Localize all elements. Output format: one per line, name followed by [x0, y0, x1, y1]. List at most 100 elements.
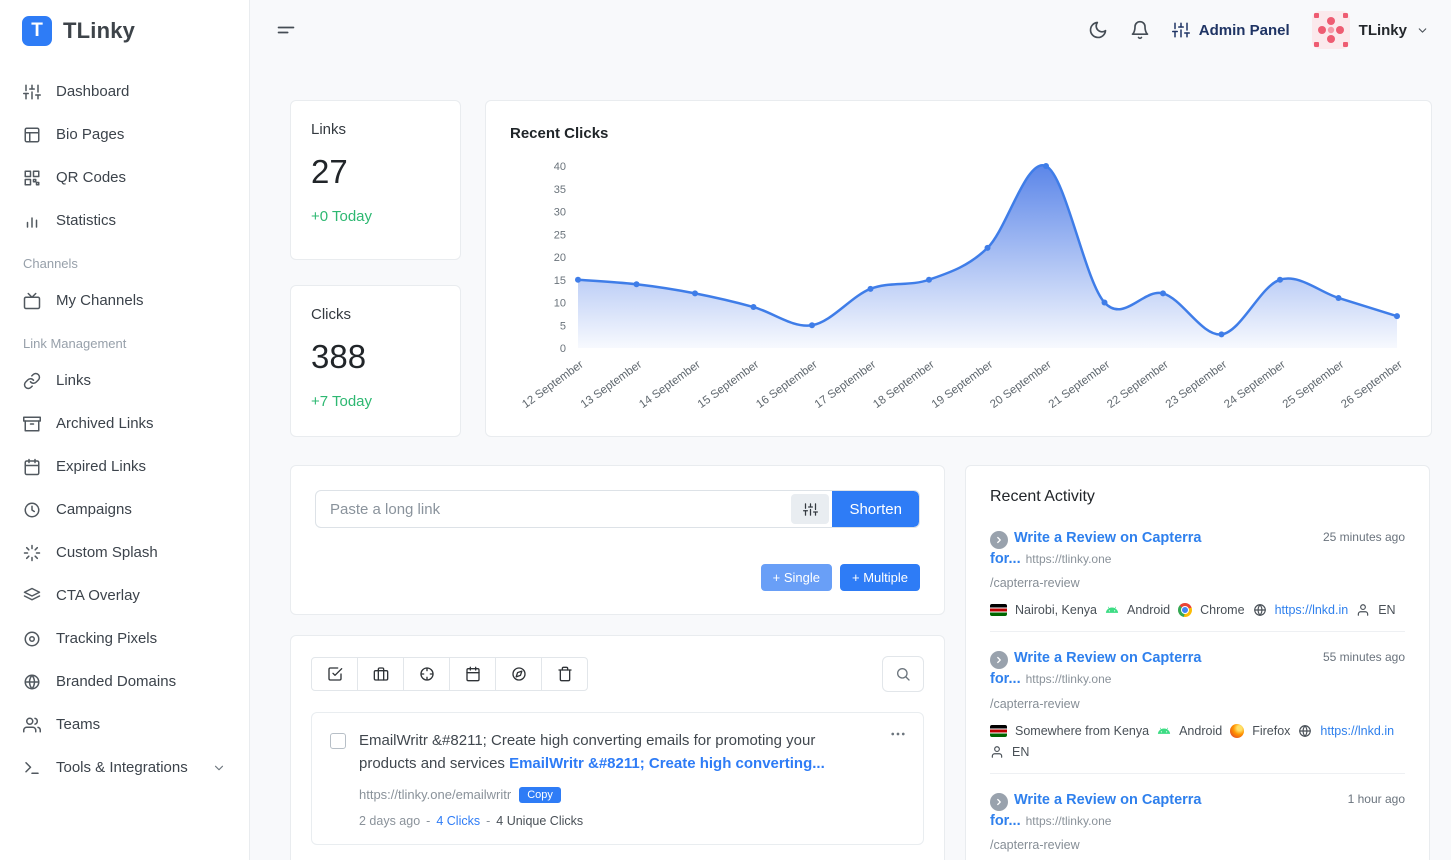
activity-item: Write a Review on Capterra for... https:/… [990, 512, 1405, 633]
sidebar-item-my-channels[interactable]: My Channels [0, 279, 249, 322]
sidebar-item-custom-splash[interactable]: Custom Splash [0, 531, 249, 574]
qr-code-icon [23, 169, 41, 187]
shorten-input-group: Shorten [315, 490, 920, 528]
long-link-input[interactable] [316, 491, 789, 527]
activity-link-title[interactable]: Write a Review on Capterra for... [990, 650, 1202, 688]
link-title-link[interactable]: EmailWritr &#8211; Create high convertin… [509, 755, 825, 773]
sidebar-item-cta-overlay[interactable]: CTA Overlay [0, 574, 249, 617]
unique-clicks: 4 Unique Clicks [496, 813, 584, 828]
links-stat-value: 27 [311, 153, 348, 190]
compass-icon [511, 666, 527, 682]
sidebar-item-archived-links[interactable]: Archived Links [0, 402, 249, 445]
sidebar-item-dashboard[interactable]: Dashboard [0, 70, 249, 113]
more-options-button[interactable] [889, 725, 907, 743]
search-icon [895, 666, 911, 682]
bar-chart-icon [23, 212, 41, 230]
logo[interactable]: T TLinky [0, 0, 249, 62]
expiration-button[interactable] [449, 657, 496, 691]
sidebar-item-label: QR Codes [56, 169, 127, 186]
meta-separator: - [486, 813, 491, 828]
svg-text:5: 5 [560, 320, 566, 332]
add-multiple-button[interactable]: + Multiple [840, 564, 920, 591]
dark-mode-button[interactable] [1088, 20, 1108, 40]
link-age: 2 days ago [359, 813, 421, 828]
svg-text:25 September: 25 September [1281, 359, 1347, 411]
firefox-icon [1230, 723, 1245, 738]
bell-icon [1130, 20, 1150, 40]
links-stat-delta: +0 Today [311, 208, 373, 225]
ellipsis-icon [889, 725, 907, 743]
activity-language: EN [1378, 603, 1396, 618]
activity-time: 55 minutes ago [1322, 650, 1405, 665]
sidebar-item-label: CTA Overlay [56, 587, 140, 604]
clock-icon [23, 501, 41, 519]
meta-separator: - [426, 813, 431, 828]
notifications-button[interactable] [1130, 20, 1150, 40]
activity-meta: Somewhere from Kenya Android Firefox htt… [990, 723, 1405, 759]
link-options-button[interactable] [791, 494, 830, 524]
user-menu[interactable]: TLinky [1311, 11, 1429, 49]
activity-link-title[interactable]: Write a Review on Capterra for... [990, 530, 1202, 567]
sidebar-item-bio-pages[interactable]: Bio Pages [0, 113, 249, 156]
admin-panel-link[interactable]: Admin Panel [1171, 21, 1290, 39]
link-list-item: EmailWritr &#8211; Create high convertin… [311, 712, 924, 845]
chrome-icon [1178, 603, 1193, 618]
clicks-stat-title: Clicks [311, 306, 351, 323]
target-button[interactable] [403, 657, 450, 691]
globe-icon [1298, 724, 1312, 738]
clicks-link[interactable]: 4 Clicks [436, 813, 481, 828]
archive-button[interactable] [357, 657, 404, 691]
svg-text:24 September: 24 September [1222, 359, 1288, 411]
chevron-down-icon [1416, 24, 1429, 37]
activity-head: Write a Review on Capterra for... https:/… [990, 790, 1405, 831]
copy-button[interactable]: Copy [519, 786, 561, 803]
sidebar-item-statistics[interactable]: Statistics [0, 199, 249, 242]
sidebar-item-label: Links [56, 372, 92, 389]
link-title: EmailWritr &#8211; Create high convertin… [359, 729, 905, 776]
svg-text:21 September: 21 September [1047, 359, 1113, 411]
sidebar-item-label: Archived Links [56, 415, 154, 432]
activity-referrer-link[interactable]: https://lnkd.in [1274, 603, 1349, 618]
recent-clicks-card: Recent Clicks 0 5 10 15 20 25 30 35 40 12 Septemb… [485, 100, 1432, 437]
search-button[interactable] [882, 656, 924, 692]
svg-text:20 September: 20 September [988, 359, 1054, 411]
sidebar-toggle-button[interactable] [276, 20, 296, 40]
activity-referrer-link[interactable]: https://lnkd.in [1320, 723, 1395, 738]
sidebar-item-label: Statistics [56, 212, 117, 229]
sidebar-item-tools-integrations[interactable]: Tools & Integrations [0, 746, 249, 789]
calendar-icon [465, 666, 481, 682]
sidebar-item-links[interactable]: Links [0, 359, 249, 402]
activity-path: /capterra-review [990, 696, 1080, 711]
add-single-button[interactable]: + Single [760, 564, 832, 591]
activity-link-title[interactable]: Write a Review on Capterra for... [990, 791, 1202, 829]
sidebar-item-branded-domains[interactable]: Branded Domains [0, 660, 249, 703]
activity-head: Write a Review on Capterra for... https:/… [990, 648, 1405, 689]
select-all-button[interactable] [311, 657, 358, 691]
avatar [1311, 11, 1350, 49]
activity-time: 25 minutes ago [1322, 530, 1405, 544]
activity-domain: https://tlinky.one [1025, 552, 1112, 566]
users-icon [23, 716, 41, 734]
activity-location: Somewhere from Kenya [1015, 723, 1150, 738]
link-title-text: EmailWritr &#8211; Create high convertin… [359, 732, 816, 773]
bulk-actions-group [311, 657, 588, 691]
splash-icon [23, 544, 41, 562]
sidebar-item-campaigns[interactable]: Campaigns [0, 488, 249, 531]
campaign-button[interactable] [495, 657, 542, 691]
sidebar-item-tracking-pixels[interactable]: Tracking Pixels [0, 617, 249, 660]
delete-button[interactable] [541, 657, 588, 691]
activity-head: Write a Review on Capterra for... https:/… [990, 528, 1405, 569]
shorten-button[interactable]: Shorten [832, 491, 919, 527]
links-list-card: EmailWritr &#8211; Create high convertin… [290, 635, 945, 860]
short-url[interactable]: https://tlinky.one/emailwritr [359, 787, 512, 802]
sidebar-item-teams[interactable]: Teams [0, 703, 249, 746]
recent-activity-title: Recent Activity [990, 488, 1095, 505]
link-icon [23, 372, 41, 390]
sidebar-item-expired-links[interactable]: Expired Links [0, 445, 249, 488]
kenya-flag-icon [990, 724, 1007, 737]
link-checkbox[interactable] [330, 733, 346, 749]
svg-text:10: 10 [554, 298, 566, 310]
sidebar-item-qr-codes[interactable]: QR Codes [0, 156, 249, 199]
svg-text:17 September: 17 September [813, 359, 879, 411]
